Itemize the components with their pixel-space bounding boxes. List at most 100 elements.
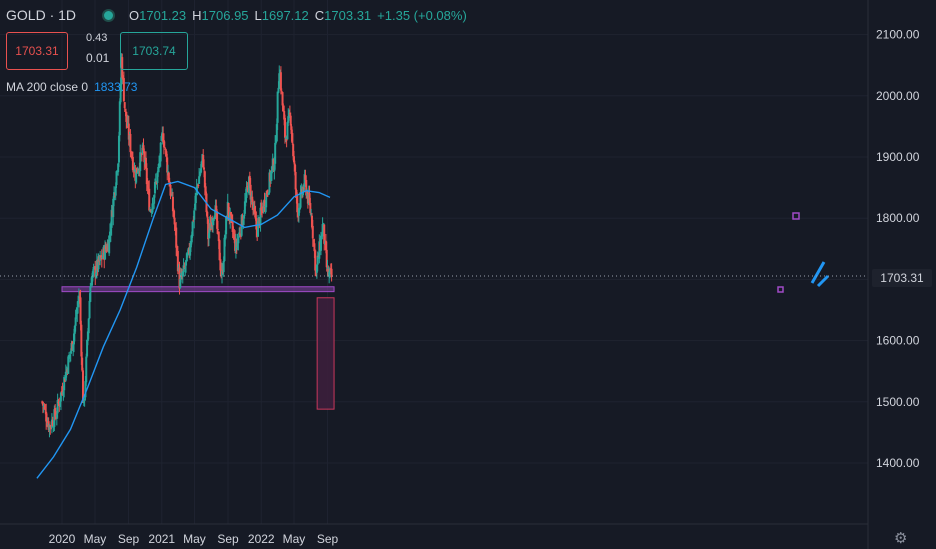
candle-body	[99, 255, 102, 261]
candle-body	[256, 221, 259, 237]
candle-body	[86, 331, 89, 341]
candle-body	[68, 354, 71, 356]
candle-body	[204, 186, 207, 193]
time-axis[interactable]: 2020 May Sep 2021 May Sep 2022 May Sep	[49, 532, 339, 546]
candle-body	[293, 163, 296, 172]
candle-body	[301, 187, 304, 196]
candle-body	[127, 123, 130, 140]
candle-body	[190, 234, 193, 243]
candle-body	[91, 271, 94, 277]
candle-body	[54, 407, 57, 417]
candle-body	[179, 279, 182, 288]
candle-body	[299, 191, 302, 208]
candle-body	[324, 240, 327, 251]
price-tick-label: 1800.00	[876, 211, 920, 225]
candle-body	[251, 196, 254, 203]
candle-body	[94, 266, 97, 277]
time-tick-label: Sep	[217, 532, 239, 546]
candle-body	[85, 356, 88, 383]
candle-body	[242, 220, 245, 225]
candle-body	[283, 117, 286, 138]
candle-body	[328, 271, 331, 276]
candle-body	[84, 381, 87, 398]
sell-button[interactable]: 1703.31	[6, 32, 68, 70]
candle-body	[206, 211, 209, 218]
candle-body	[117, 163, 120, 173]
price-tick-label: 1400.00	[876, 456, 920, 470]
candle-body	[231, 221, 234, 233]
candle-body	[48, 424, 51, 431]
time-tick-label: Sep	[317, 532, 339, 546]
candle-body	[178, 267, 181, 289]
candle-body	[189, 247, 192, 256]
ma-legend[interactable]: MA 200 close 0 1833.73	[6, 80, 137, 94]
candle-body	[104, 246, 107, 250]
candle-body	[114, 186, 117, 196]
price-tick-label: 1600.00	[876, 334, 920, 348]
candle-body	[156, 172, 159, 183]
candle-body	[325, 249, 328, 268]
candle-body	[232, 232, 235, 235]
low-value: 1697.12	[261, 7, 309, 23]
candle-body	[292, 156, 295, 163]
candle-body	[89, 286, 92, 302]
candle-body	[207, 233, 210, 238]
candle-body	[167, 172, 170, 183]
candle-body	[83, 398, 86, 401]
candle-body	[64, 371, 67, 381]
candle-body	[57, 401, 60, 404]
candle-body	[194, 203, 197, 209]
candle-body	[169, 184, 172, 196]
candle-body	[265, 193, 268, 208]
candle-body	[153, 195, 156, 204]
symbol-name[interactable]: GOLD · 1D	[6, 7, 77, 23]
candle-body	[59, 392, 62, 402]
candle-body	[217, 231, 220, 242]
candle-body	[167, 171, 170, 173]
candle-body	[101, 256, 104, 259]
spread-top: 0.43	[86, 32, 108, 44]
candle-body	[212, 219, 215, 225]
candle-body	[288, 113, 291, 115]
candle-body	[88, 300, 91, 319]
close-value: 1703.31	[324, 7, 372, 23]
candle-body	[316, 255, 319, 265]
candle-body	[181, 271, 184, 277]
candle-body	[216, 229, 219, 231]
candle-body	[59, 401, 62, 404]
candle-body	[41, 401, 44, 406]
high-label: H	[192, 7, 202, 23]
candle-body	[118, 101, 121, 136]
gear-icon[interactable]: ⚙	[894, 530, 908, 547]
candle-body	[131, 156, 134, 171]
candle-body	[198, 176, 201, 184]
candle-body	[122, 76, 125, 78]
candle-body	[92, 267, 95, 270]
buy-button[interactable]: 1703.74	[120, 32, 188, 70]
price-axis[interactable]: 2100.002000.001900.001800.001700.001600.…	[876, 28, 920, 470]
candle-body	[223, 237, 226, 262]
candle-body	[311, 225, 314, 239]
price-tick-label: 1900.00	[876, 150, 920, 164]
candle-body	[90, 276, 93, 286]
candle-body	[143, 151, 146, 163]
time-tick-label: 2022	[248, 532, 275, 546]
close-label: C	[314, 7, 325, 23]
price-tick-label: 2000.00	[876, 89, 920, 103]
candle-body	[112, 198, 115, 218]
time-tick-label: 2021	[148, 532, 175, 546]
candle-body	[191, 221, 194, 237]
candle-body	[95, 272, 98, 278]
candle-body	[314, 250, 317, 271]
candle-body	[219, 259, 222, 271]
candle-body	[68, 355, 71, 358]
candle-body	[194, 192, 197, 204]
candle-body	[323, 224, 326, 244]
candle-body	[222, 260, 225, 273]
candle-body	[125, 111, 128, 122]
grid-lines	[0, 0, 868, 524]
candle-body	[55, 414, 58, 418]
candle-body	[42, 405, 45, 407]
candle-body	[108, 235, 111, 254]
